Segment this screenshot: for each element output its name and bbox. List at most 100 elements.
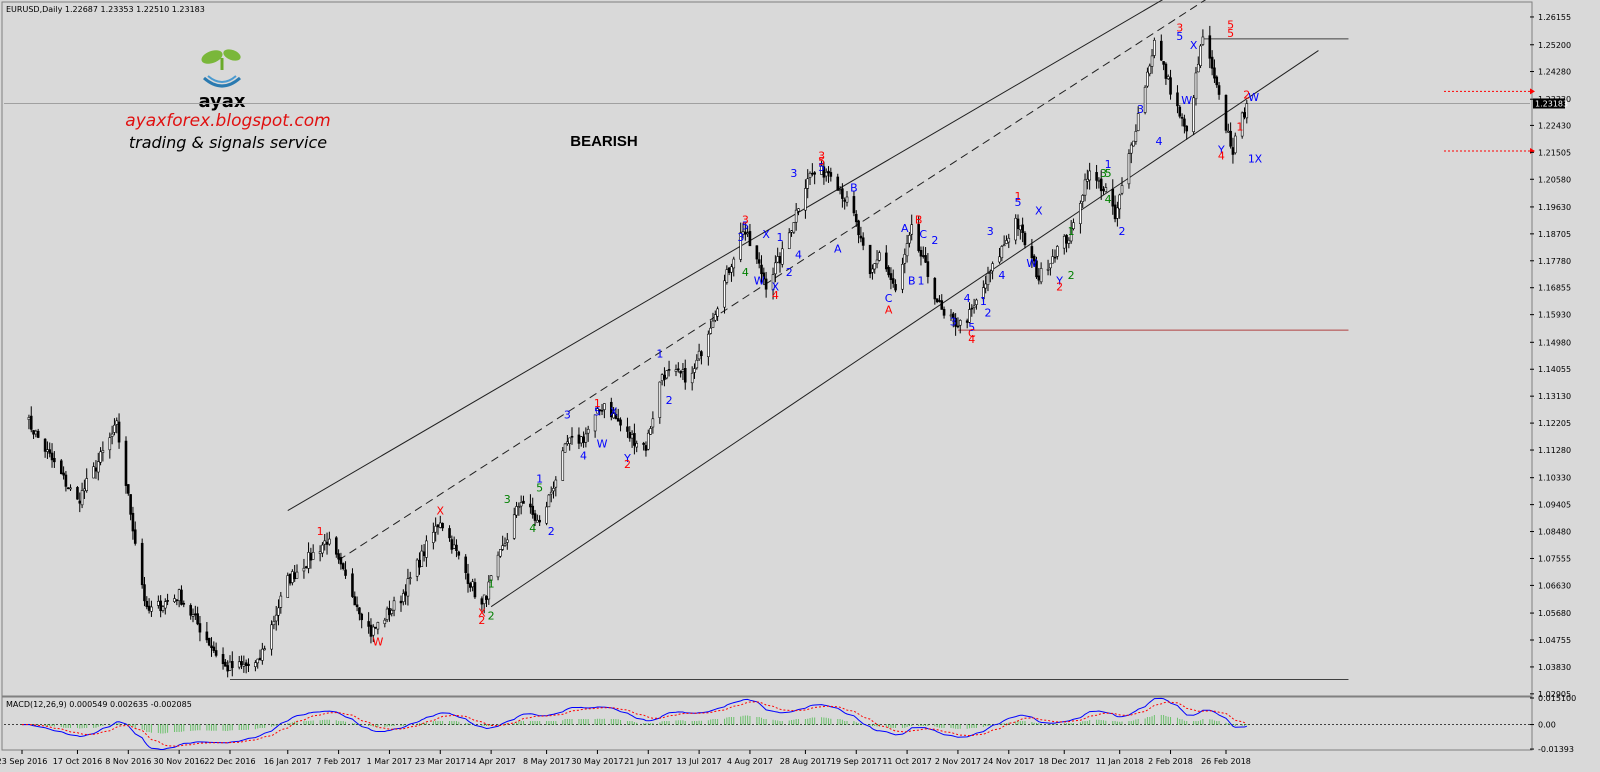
candle bbox=[194, 605, 197, 620]
candle bbox=[480, 596, 484, 611]
candle bbox=[1072, 218, 1075, 231]
candle bbox=[894, 279, 897, 293]
candle bbox=[1023, 231, 1027, 249]
wave-label: W bbox=[372, 636, 383, 649]
y-tick-label: 1.03830 bbox=[1538, 663, 1571, 672]
lower-channel-line[interactable] bbox=[490, 50, 1319, 608]
candle bbox=[958, 319, 962, 334]
wave-label: 1 bbox=[980, 295, 987, 308]
candle bbox=[554, 476, 558, 497]
candle bbox=[938, 295, 941, 303]
candle bbox=[99, 447, 102, 466]
candle bbox=[337, 549, 340, 564]
candle bbox=[716, 306, 719, 321]
wave-label: 4 bbox=[1155, 135, 1162, 148]
y-tick-label: 1.19630 bbox=[1538, 203, 1571, 212]
candle bbox=[1099, 170, 1103, 200]
y-tick-label: 1.12205 bbox=[1538, 419, 1571, 428]
ayax-logo: ayax ayaxforex.blogspot.com trading & si… bbox=[125, 49, 331, 152]
candle bbox=[182, 600, 186, 608]
wave-label: 4 bbox=[580, 449, 587, 462]
logo-tagline: trading & signals service bbox=[129, 133, 327, 152]
candle bbox=[237, 656, 241, 670]
candle bbox=[189, 603, 192, 620]
candle bbox=[515, 501, 518, 518]
candle bbox=[302, 558, 306, 579]
candle bbox=[1116, 201, 1119, 227]
current-price-label: 1.23183 bbox=[1535, 99, 1568, 108]
wave-label: 1 bbox=[1015, 190, 1022, 203]
macd-tick-label: 0.015100 bbox=[1538, 694, 1576, 703]
candle bbox=[536, 514, 539, 523]
candle bbox=[1196, 56, 1200, 73]
candle bbox=[1224, 94, 1228, 134]
candle bbox=[432, 522, 435, 550]
wave-label: X bbox=[1255, 152, 1263, 165]
candle bbox=[436, 524, 440, 535]
y-tick-label: 1.21505 bbox=[1538, 148, 1571, 157]
candle bbox=[612, 407, 615, 419]
x-tick-label: 11 Oct 2017 bbox=[882, 757, 931, 766]
candle bbox=[646, 429, 650, 451]
candle bbox=[829, 167, 833, 182]
order-arrow-icon bbox=[1530, 88, 1535, 95]
candle bbox=[482, 594, 486, 614]
candle bbox=[586, 425, 590, 442]
x-tick-label: 28 Aug 2017 bbox=[780, 757, 831, 766]
candle bbox=[1019, 225, 1022, 240]
candle bbox=[92, 462, 95, 479]
x-tick-label: 14 Apr 2017 bbox=[466, 757, 515, 766]
candle bbox=[80, 482, 84, 509]
candle bbox=[351, 568, 354, 598]
candle bbox=[1229, 122, 1232, 149]
wave-label: 1 bbox=[776, 231, 783, 244]
candle bbox=[261, 642, 264, 665]
candle bbox=[616, 408, 620, 422]
x-tick-label: 4 Aug 2017 bbox=[727, 757, 773, 766]
y-tick-label: 1.14980 bbox=[1538, 338, 1571, 347]
candle bbox=[975, 298, 978, 310]
candle bbox=[288, 573, 292, 586]
wave-label: 3 bbox=[737, 231, 744, 244]
candle bbox=[418, 552, 421, 575]
candle bbox=[852, 191, 856, 217]
candle bbox=[841, 183, 844, 208]
candle bbox=[205, 622, 209, 643]
candle bbox=[531, 497, 535, 519]
candle bbox=[59, 459, 63, 475]
candle bbox=[561, 447, 565, 481]
x-tick-label: 30 Nov 2016 bbox=[154, 757, 205, 766]
candle bbox=[921, 246, 925, 259]
candle bbox=[487, 575, 491, 605]
candle bbox=[353, 591, 357, 606]
candle bbox=[746, 225, 749, 237]
candle bbox=[547, 493, 551, 508]
candle bbox=[665, 370, 669, 380]
y-tick-label: 1.08480 bbox=[1538, 528, 1571, 537]
x-tick-label: 16 Jan 2017 bbox=[264, 757, 312, 766]
candle bbox=[854, 210, 858, 227]
candle bbox=[101, 441, 105, 462]
candle bbox=[263, 645, 266, 651]
candle bbox=[871, 264, 874, 280]
wave-label: C bbox=[885, 292, 893, 305]
candle bbox=[212, 641, 216, 654]
candle bbox=[32, 430, 35, 439]
candle bbox=[115, 417, 119, 434]
candle bbox=[473, 578, 477, 599]
wave-label: 2 bbox=[1243, 88, 1250, 101]
candle bbox=[681, 363, 685, 381]
candle bbox=[635, 440, 639, 453]
y-tick-label: 1.20580 bbox=[1538, 175, 1571, 184]
upper-channel-line[interactable] bbox=[287, 0, 1175, 512]
wave-label: A bbox=[885, 304, 893, 317]
candle bbox=[256, 658, 260, 669]
middle-dashed-line[interactable] bbox=[338, 0, 1226, 561]
candle bbox=[140, 538, 144, 589]
y-tick-label: 1.16855 bbox=[1538, 284, 1571, 293]
candle bbox=[214, 642, 218, 658]
candle bbox=[1030, 238, 1034, 268]
candle bbox=[1102, 186, 1105, 195]
candle bbox=[711, 312, 715, 328]
